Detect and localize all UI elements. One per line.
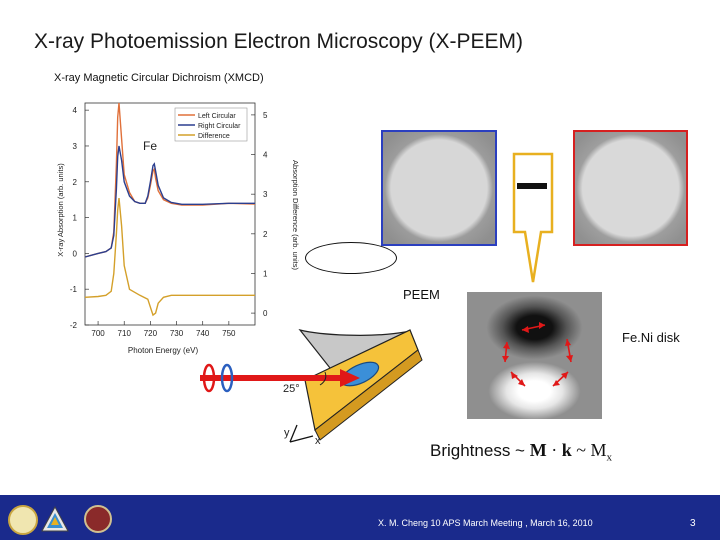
right-circular-line — [84, 145, 255, 258]
x-tick-label: 720 — [144, 329, 158, 338]
y-tick-label: -2 — [70, 321, 78, 330]
university-seal-icon — [8, 505, 38, 535]
page-title: X-ray Photoemission Electron Microscopy … — [34, 30, 523, 53]
tilde-operator: ~ — [571, 440, 591, 460]
x-tick-label: 730 — [170, 329, 184, 338]
y-right-tick-label: 5 — [263, 111, 268, 120]
xpeem-image-left-circular — [381, 130, 497, 246]
x-axis-arrow — [289, 435, 314, 443]
subtitle: X-ray Magnetic Circular Dichroism (XMCD) — [54, 72, 264, 84]
y-tick-label: 3 — [73, 142, 78, 151]
legend-difference: Difference — [198, 133, 230, 140]
difference-line — [84, 198, 255, 317]
magnetization-symbol: M — [529, 440, 547, 460]
axis-y-label: y — [284, 427, 290, 439]
y-axis-right-label: Absorption Difference (arb. units) — [291, 160, 300, 270]
y-tick-label: 2 — [73, 178, 78, 187]
beam-arrowhead-icon — [340, 369, 360, 387]
y-right-tick-label: 1 — [263, 269, 268, 278]
y-tick-label: 1 — [73, 214, 78, 223]
circular-polarization-right-icon — [220, 363, 234, 393]
xmcd-chart: 700 710 720 730 740 750 -2 -1 0 1 2 3 4 0 1 2 3 4 5 Left C… — [56, 102, 300, 355]
wavevector-symbol: k — [561, 440, 572, 460]
peem-label: PEEM — [403, 287, 440, 302]
magnetization-arrows — [502, 322, 573, 387]
experimental-setup: 25° y x — [200, 328, 423, 447]
y-axis-label: X-ray Absorption (arb. units) — [56, 163, 65, 257]
y-tick-label: 4 — [73, 106, 78, 115]
fe-label: Fe — [143, 139, 157, 153]
y-right-tick-label: 4 — [263, 151, 268, 160]
footer-citation: X. M. Cheng 10 APS March Meeting , March… — [378, 518, 593, 528]
y-tick-label: 0 — [73, 249, 78, 258]
sample-plate-edge — [314, 349, 423, 441]
x-tick-label: 710 — [118, 329, 132, 338]
angle-arc — [319, 371, 327, 386]
dot-operator: · — [546, 440, 562, 460]
mx-symbol: M — [590, 440, 607, 460]
plot-frame — [84, 102, 256, 326]
y-right-tick-label: 3 — [263, 190, 268, 199]
brightness-equation: Brightness ~ M · k ~ Mx — [430, 440, 612, 463]
footer-bar — [0, 495, 720, 540]
xpeem-image-right-circular — [573, 130, 688, 246]
y-tick-label: -1 — [70, 285, 78, 294]
institution-crest-icon — [84, 505, 112, 533]
electron-optics-ellipse — [305, 242, 397, 274]
axis-x-label: x — [315, 435, 321, 447]
difference-arrow — [512, 152, 554, 283]
page-number: 3 — [690, 518, 696, 529]
brightness-prefix: Brightness ~ — [430, 441, 530, 460]
down-arrow-icon — [512, 152, 554, 283]
y-right-tick-label: 0 — [263, 309, 268, 318]
x-tick-label: 750 — [222, 329, 236, 338]
xmcd-contrast-image — [467, 292, 602, 419]
y-axis-arrow — [289, 424, 298, 443]
legend-right-circular: Right Circular — [198, 123, 241, 130]
mx-subscript: x — [606, 451, 612, 464]
circular-polarization-left-icon — [202, 363, 216, 393]
disk-label: Fe.Ni disk — [622, 330, 680, 345]
x-axis-label: Photon Energy (eV) — [128, 346, 199, 355]
minus-sign — [517, 183, 547, 189]
aps-logo-icon — [41, 505, 69, 532]
angle-label: 25° — [283, 383, 300, 395]
plot-area: 700 710 720 730 740 750 -2 -1 0 1 2 3 4 0 1 2 3 4 5 — [70, 102, 268, 338]
y-right-tick-label: 2 — [263, 230, 268, 239]
legend-left-circular: Left Circular — [198, 113, 236, 120]
x-tick-label: 740 — [196, 329, 210, 338]
x-tick-label: 700 — [91, 329, 105, 338]
